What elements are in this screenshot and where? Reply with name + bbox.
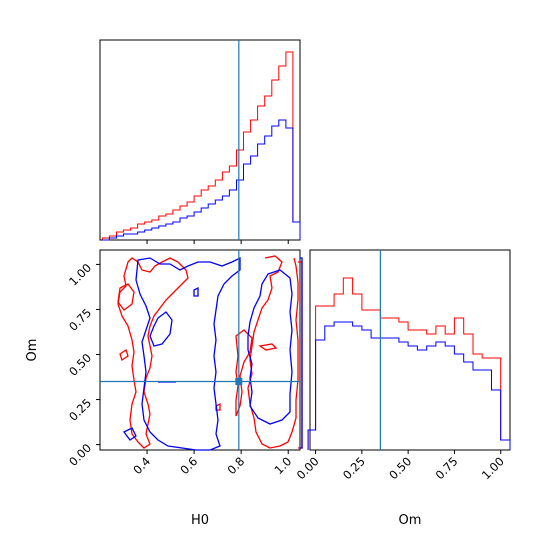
om-histogram-panel: 0.00 0.25 0.50 0.75 1.00 Om bbox=[294, 249, 511, 528]
blue-contour-inner bbox=[149, 311, 173, 347]
joint-xtick-label: 1.0 bbox=[272, 454, 295, 477]
joint-panel: 0.4 0.6 0.8 1.0 0.00 0.25 0.50 0.75 1.00 H0 Om bbox=[25, 249, 303, 528]
joint-xticks: 0.4 0.6 0.8 1.0 bbox=[130, 450, 294, 477]
h0-histogram-series bbox=[101, 51, 301, 241]
blue-contour-spot bbox=[193, 286, 199, 297]
h0-hist-series-blue bbox=[102, 119, 301, 241]
joint-xtick-label: 0.4 bbox=[130, 454, 153, 477]
blue-contour-outer bbox=[135, 256, 241, 451]
joint-ytick-label: 0.75 bbox=[66, 306, 94, 334]
joint-xtick-label: 0.6 bbox=[177, 454, 200, 477]
blue-contour-left-spot bbox=[123, 427, 137, 441]
om-hist-xtick-label: 1.00 bbox=[479, 454, 507, 482]
h0-histogram-frame bbox=[99, 39, 301, 241]
om-hist-series-blue bbox=[307, 321, 511, 450]
red-contour-spot-b bbox=[119, 348, 129, 362]
om-histogram-series bbox=[307, 277, 511, 450]
red-contour-right-mid bbox=[235, 329, 253, 417]
joint-ytick-label: 0.00 bbox=[66, 441, 94, 469]
om-hist-xtick-label: 0.50 bbox=[386, 454, 414, 482]
joint-truth-marker bbox=[235, 378, 243, 386]
h0-histogram-ticks bbox=[146, 240, 289, 244]
blue-contour-right bbox=[247, 269, 293, 425]
om-histogram-xlabel: Om bbox=[399, 513, 422, 528]
om-hist-xtick-label: 0.00 bbox=[294, 454, 322, 482]
joint-ylabel: Om bbox=[25, 339, 40, 362]
joint-ytick-label: 0.25 bbox=[66, 396, 94, 424]
om-hist-xtick-label: 0.75 bbox=[433, 454, 461, 482]
blue-contour-right-edge bbox=[300, 257, 303, 449]
red-contour-spot-a bbox=[258, 343, 278, 351]
red-contour-left bbox=[117, 283, 135, 311]
red-contour-right-outer bbox=[247, 255, 299, 449]
joint-ytick-label: 0.50 bbox=[66, 351, 94, 379]
joint-ytick-label: 1.00 bbox=[66, 261, 94, 289]
om-histogram-xticks: 0.00 0.25 0.50 0.75 1.00 bbox=[294, 450, 507, 482]
joint-xlabel: H0 bbox=[191, 513, 209, 528]
joint-yticks: 0.00 0.25 0.50 0.75 1.00 bbox=[66, 261, 100, 469]
om-hist-xtick-label: 0.25 bbox=[340, 454, 368, 482]
om-histogram-frame bbox=[309, 249, 511, 451]
joint-contours bbox=[117, 255, 303, 451]
h0-hist-series-red bbox=[101, 51, 301, 240]
red-contour-outer bbox=[117, 257, 189, 449]
om-hist-series-red bbox=[307, 277, 511, 450]
h0-histogram-panel bbox=[99, 39, 301, 244]
joint-xtick-label: 0.8 bbox=[224, 454, 247, 477]
